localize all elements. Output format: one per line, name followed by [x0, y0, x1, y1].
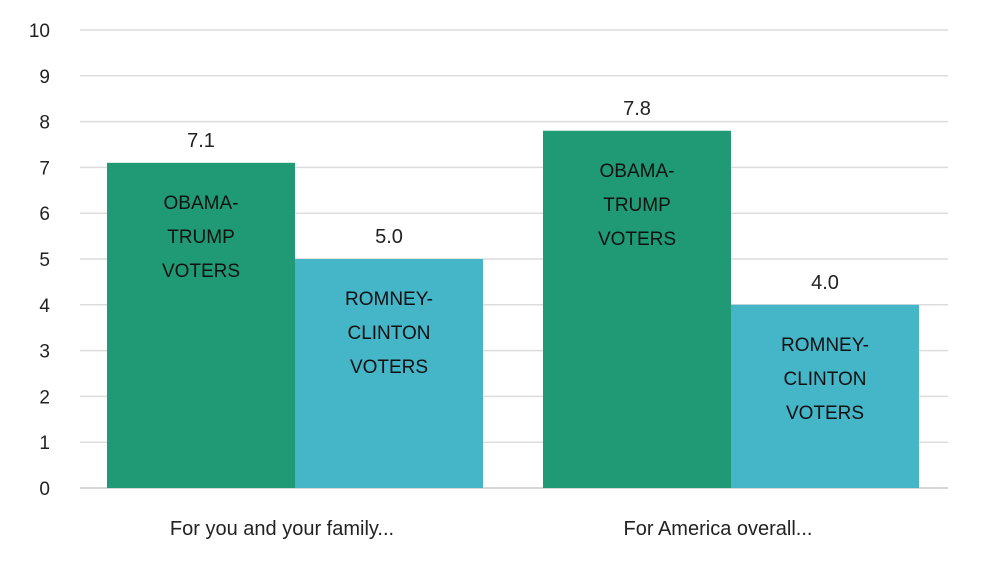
y-tick-label: 3 — [39, 342, 50, 363]
y-tick-label: 5 — [39, 250, 50, 271]
bar-series-label: VOTERS — [350, 357, 428, 378]
y-tick-label: 7 — [39, 158, 50, 179]
value-label: 5.0 — [375, 226, 403, 248]
x-axis-categories: For you and your family... For America ov… — [170, 518, 813, 540]
bar-series-label: TRUMP — [603, 195, 671, 216]
bar-series-label: CLINTON — [783, 369, 866, 390]
y-tick-label: 9 — [39, 67, 50, 88]
bar-series-label: VOTERS — [786, 403, 864, 424]
bar-obama-trump-2 — [543, 130, 731, 488]
y-tick-label: 1 — [39, 433, 50, 454]
bar-series-label: OBAMA- — [600, 161, 675, 182]
value-label: 7.8 — [623, 98, 651, 120]
y-tick-label: 8 — [39, 113, 50, 134]
bar-labels: 7.1 OBAMA- TRUMP VOTERS 5.0 ROMNEY- CLINTON VOT… — [162, 98, 869, 424]
bar-series-label: TRUMP — [167, 227, 235, 248]
bars — [107, 130, 919, 488]
value-label: 4.0 — [811, 272, 839, 294]
bar-series-label: VOTERS — [598, 229, 676, 250]
bar-obama-trump-1 — [107, 162, 295, 488]
value-label: 7.1 — [187, 130, 215, 152]
y-tick-label: 2 — [39, 387, 50, 408]
y-tick-label: 4 — [39, 296, 50, 317]
bar-series-label: ROMNEY- — [781, 335, 869, 356]
bar-series-label: VOTERS — [162, 261, 240, 282]
bar-romney-clinton-2 — [731, 304, 919, 488]
y-tick-label: 10 — [29, 21, 50, 42]
y-tick-label: 0 — [39, 479, 50, 500]
x-category-label: For America overall... — [624, 518, 813, 540]
y-axis-ticks: 0 1 2 3 4 5 6 7 8 9 10 — [29, 21, 51, 500]
bar-series-label: CLINTON — [347, 323, 430, 344]
bar-series-label: OBAMA- — [164, 193, 239, 214]
bar-series-label: ROMNEY- — [345, 289, 433, 310]
x-category-label: For you and your family... — [170, 518, 394, 540]
bar-romney-clinton-1 — [295, 259, 483, 488]
y-tick-label: 6 — [39, 204, 50, 225]
